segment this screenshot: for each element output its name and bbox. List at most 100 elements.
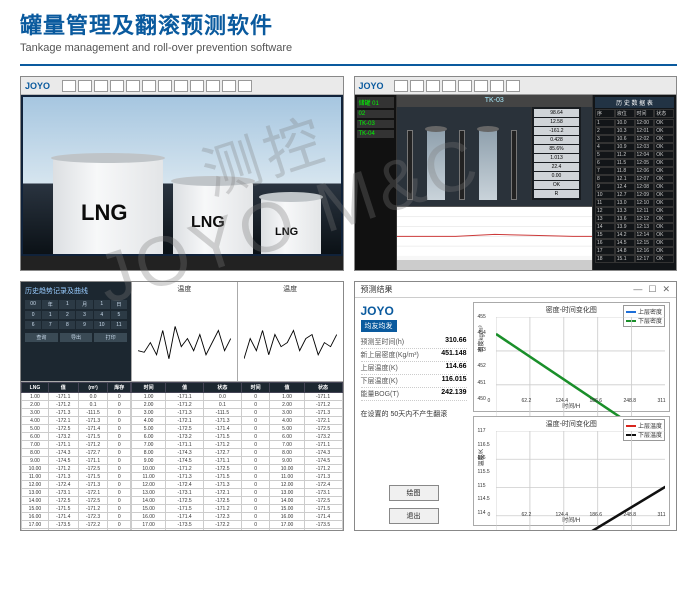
date-cell[interactable]: 6 (25, 321, 41, 329)
logo-subtitle: 均友均发 (361, 320, 397, 332)
date-cell[interactable]: 00 (25, 300, 41, 309)
query-control-panel: 历史趋势记录及曲线 00年1月1日 012345 67891011 查询导出打印 (21, 282, 131, 381)
chart-title: 温度 (238, 284, 343, 294)
date-cell[interactable]: 3 (76, 311, 92, 319)
result-row: 能量BOG(T)242.139 (361, 388, 467, 401)
help-icon[interactable] (190, 80, 204, 92)
toolbar: JOYO (355, 77, 677, 95)
panel-prediction-result: 预测结果 — ☐ ✕ JOYO 均友均发 预测至时间(h)310.66新上层密度… (354, 281, 678, 531)
title-en: Tankage management and roll-over prevent… (20, 42, 677, 54)
tank-farm-3d-scene[interactable]: LNG LNG LNG (21, 95, 343, 256)
date-cell[interactable]: 0 (25, 311, 41, 319)
date-cell[interactable]: 5 (111, 311, 127, 319)
history-chart-2: 温度 (237, 282, 343, 381)
panel-title: 历史趋势记录及曲线 (25, 286, 127, 296)
result-row: 下层温度(K)116.015 (361, 375, 467, 388)
查询-button[interactable]: 查询 (25, 333, 58, 342)
date-cell[interactable]: 1 (42, 311, 58, 319)
lock-icon[interactable] (206, 80, 220, 92)
alarm-icon[interactable] (158, 80, 172, 92)
panel-history-curves: 历史趋势记录及曲线 00年1月1日 012345 67891011 查询导出打印… (20, 281, 344, 531)
readout-value: 12.58 (534, 118, 579, 126)
tank-column (479, 130, 497, 200)
prediction-summary: JOYO 均友均发 预测至时间(h)310.66新上层密度(Kg/m³)451.… (355, 298, 473, 530)
minimize-icon[interactable]: — (633, 284, 642, 295)
plot-button[interactable]: 绘图 (389, 485, 439, 501)
toolbar-button[interactable] (394, 80, 408, 92)
screenshot-grid: JOYO LNG LNG LNG JOYO (0, 76, 697, 541)
toolbar: JOYO (21, 77, 343, 95)
toolbar-button[interactable] (506, 80, 520, 92)
tank-list-item[interactable]: 02 (357, 110, 394, 118)
tank-selector-list[interactable]: 储罐 01 02 TK-03 TK-04 (355, 95, 397, 270)
panel-3d-overview: JOYO LNG LNG LNG (20, 76, 344, 271)
tank-list-item[interactable]: TK-03 (357, 120, 394, 128)
导出-button[interactable]: 导出 (60, 333, 93, 342)
cal-icon[interactable] (222, 80, 236, 92)
exit-button[interactable]: 退出 (389, 508, 439, 524)
logo: JOYO (25, 81, 50, 91)
date-cell[interactable]: 1 (94, 300, 110, 309)
date-cell[interactable]: 年 (42, 300, 58, 309)
io-icon[interactable] (238, 80, 252, 92)
cfg-icon[interactable] (142, 80, 156, 92)
zoom-icon[interactable] (78, 80, 92, 92)
date-cell[interactable]: 2 (59, 311, 75, 319)
home-icon[interactable] (62, 80, 76, 92)
date-cell[interactable]: 11 (111, 321, 127, 329)
tank-list-item[interactable]: TK-04 (357, 130, 394, 138)
history-data-table: LNG值(m³)库存1.00-171.10.002.00-171.20.103.… (21, 382, 343, 531)
date-cell[interactable]: 9 (76, 321, 92, 329)
readout-value: 0.428 (534, 136, 579, 144)
status-bar (21, 256, 343, 270)
readout-value: 85.6% (534, 145, 579, 153)
header-rule (20, 64, 677, 66)
date-cell[interactable]: 月 (76, 300, 92, 309)
close-icon[interactable]: ✕ (662, 284, 670, 295)
rollover-note: 在设置的 50天内不产生翻滚 (361, 409, 467, 419)
window-title: 预测结果 (361, 284, 393, 295)
status-bar (397, 260, 593, 270)
readout-value: 98.64 (534, 109, 579, 117)
table-title: 历 史 数 据 表 (595, 97, 674, 108)
readout-value: 1.013 (534, 154, 579, 162)
history-chart-1: 温度 (131, 282, 237, 381)
tank-label: LNG (191, 214, 225, 232)
date-cell[interactable]: 10 (94, 321, 110, 329)
date-cell[interactable]: 7 (42, 321, 58, 329)
date-cell[interactable]: 日 (111, 300, 127, 309)
list-icon[interactable] (110, 80, 124, 92)
readout-value: 22.4 (534, 163, 579, 171)
date-cell[interactable]: 1 (59, 300, 75, 309)
toolbar-button[interactable] (474, 80, 488, 92)
readout-value: OK (534, 181, 579, 189)
打印-button[interactable]: 打印 (94, 333, 127, 342)
panel-tank-detail: JOYO 储罐 0102TK-03TK-04 TK-03 98.6412. (354, 76, 678, 271)
user-icon[interactable] (174, 80, 188, 92)
result-row: 上层温度(K)114.66 (361, 362, 467, 375)
grid-icon[interactable] (126, 80, 140, 92)
date-cell[interactable]: 8 (59, 321, 75, 329)
print-icon[interactable] (94, 80, 108, 92)
tank-id-label: TK-03 (397, 95, 593, 107)
tank-label: LNG (275, 226, 298, 238)
toolbar-button[interactable] (490, 80, 504, 92)
tank-schematic: TK-03 98.6412.58-161.20.42885.6%1.01322.… (397, 95, 593, 206)
tank-label: LNG (81, 200, 127, 226)
maximize-icon[interactable]: ☐ (648, 284, 656, 295)
window-titlebar: 预测结果 — ☐ ✕ (355, 282, 677, 298)
result-row: 新上层密度(Kg/m³)451.148 (361, 349, 467, 362)
toolbar-button[interactable] (442, 80, 456, 92)
readout-value: -161.2 (534, 127, 579, 135)
date-cell[interactable]: 4 (94, 311, 110, 319)
temp-sensor-icon (459, 130, 465, 200)
logo: JOYO (359, 81, 384, 91)
level-sensor-icon (407, 130, 413, 200)
readout-value: R (534, 190, 579, 198)
toolbar-button[interactable] (426, 80, 440, 92)
toolbar-button[interactable] (458, 80, 472, 92)
density-sensor-icon (511, 130, 517, 200)
toolbar-button[interactable] (410, 80, 424, 92)
tank-list-item[interactable]: 储罐 01 (357, 97, 394, 108)
title-cn: 罐量管理及翻滚预测软件 (20, 8, 677, 40)
